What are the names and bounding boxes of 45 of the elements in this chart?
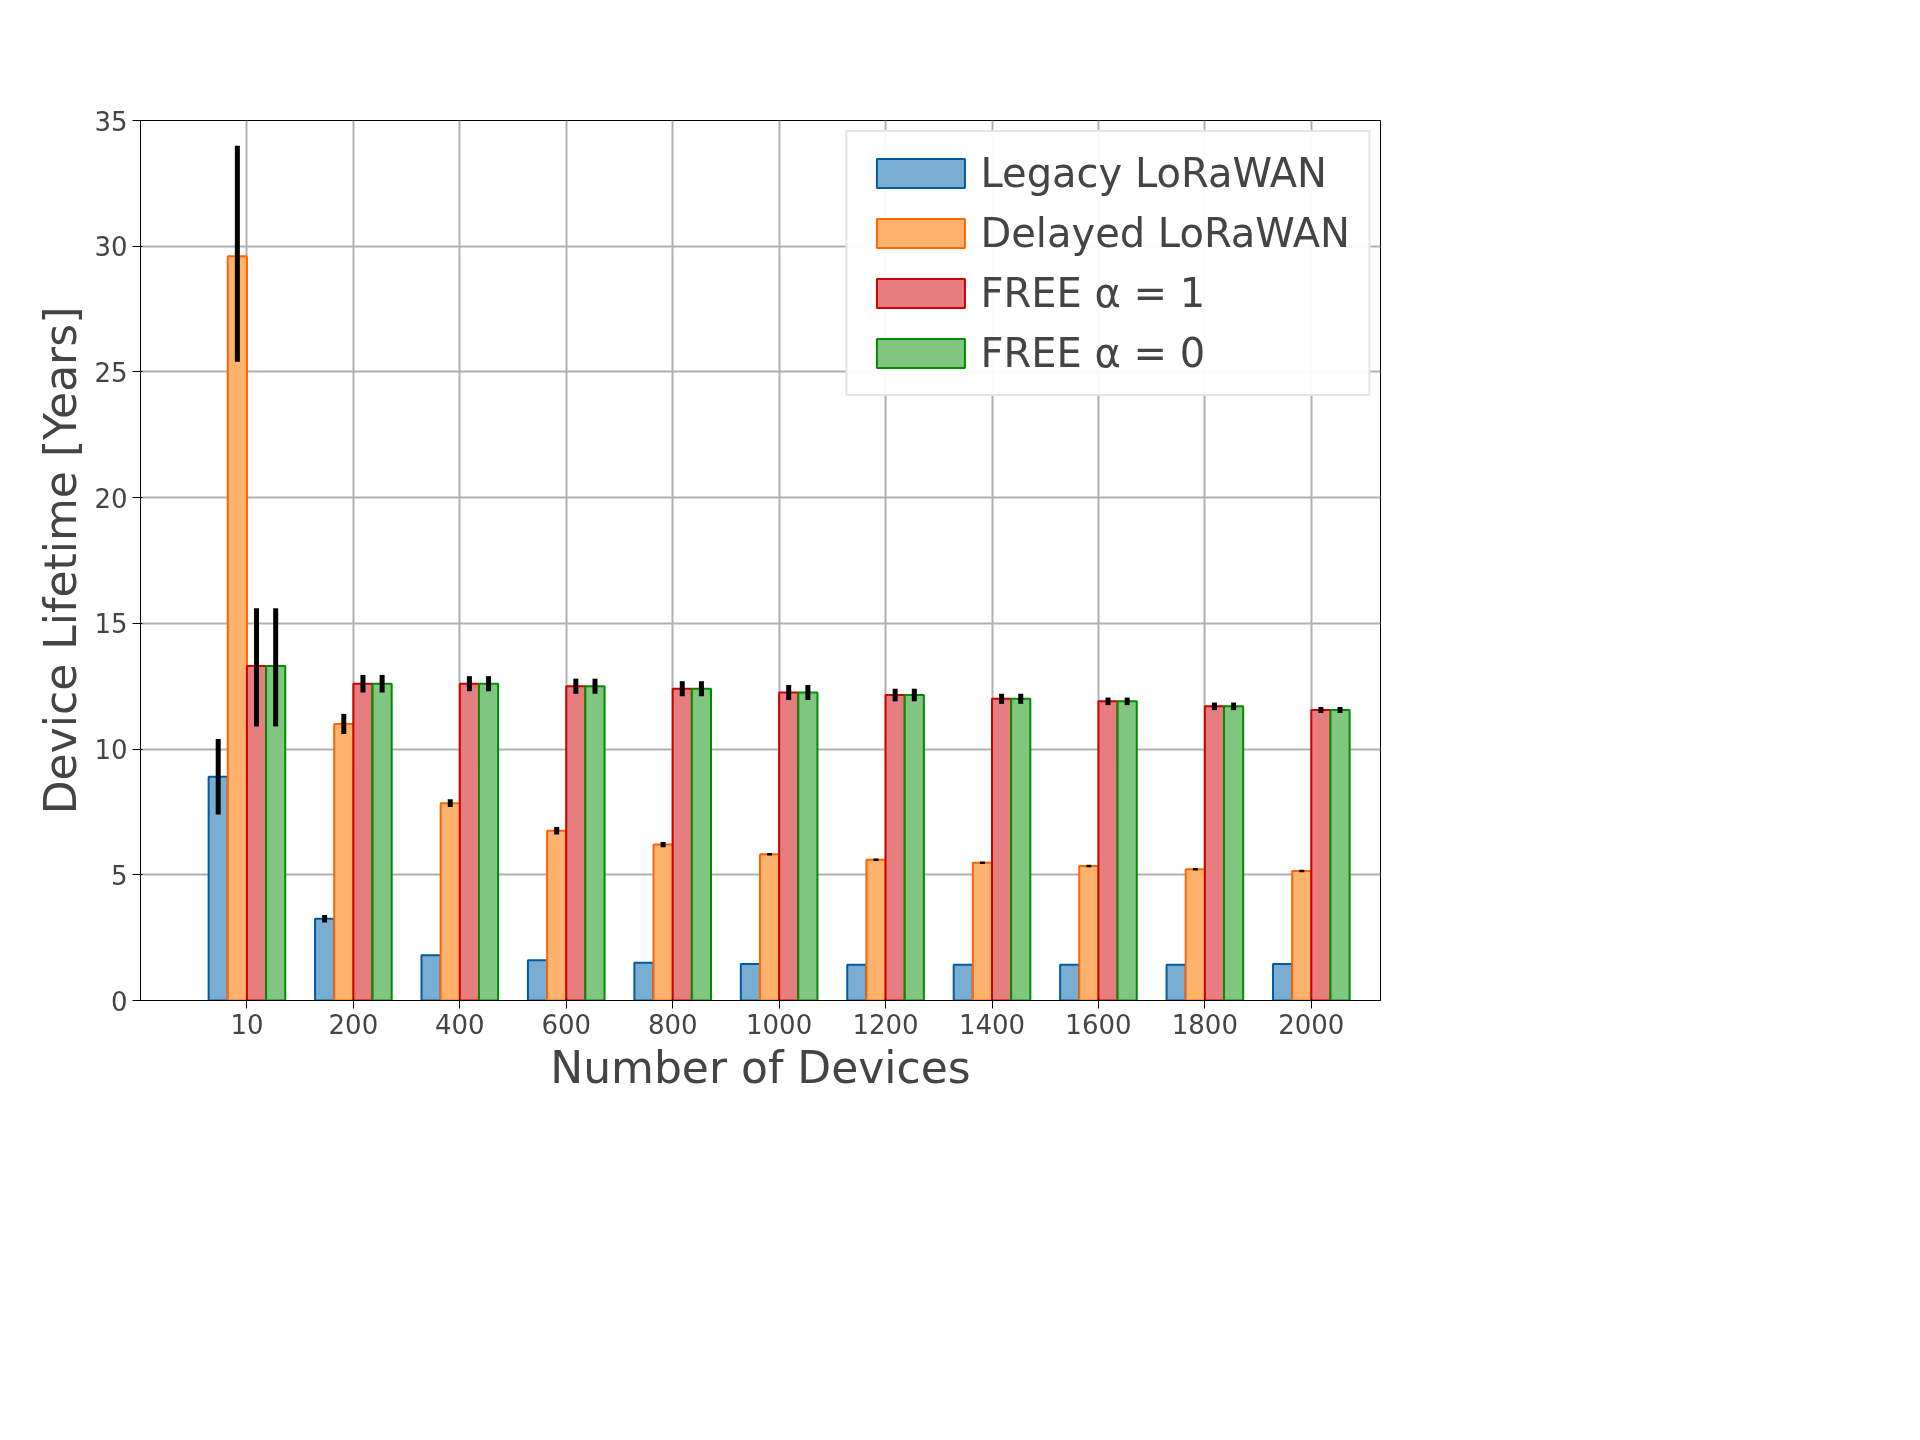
bar	[226, 255, 248, 1001]
x-tick-label: 800	[647, 1009, 698, 1040]
x-tick-label: 1800	[1171, 1009, 1238, 1040]
legend-label: FREE α = 1	[980, 270, 1206, 316]
y-tick-label: 10	[94, 735, 128, 766]
x-tick-label: 600	[541, 1009, 592, 1040]
bar	[971, 861, 993, 1001]
x-tick-label: 1400	[958, 1009, 1026, 1040]
legend-label: Delayed LoRaWAN	[980, 210, 1350, 256]
bar	[1223, 705, 1245, 1001]
y-tick-label: 35	[94, 106, 128, 137]
y-tick-label: 20	[94, 483, 128, 514]
legend-label: Legacy LoRaWAN	[980, 150, 1328, 196]
y-tick-label: 15	[94, 609, 128, 640]
legend-label: FREE α = 0	[980, 330, 1206, 376]
bar	[633, 961, 655, 1001]
bar	[265, 665, 287, 1001]
bar	[1329, 709, 1351, 1001]
bar	[690, 687, 713, 1001]
x-tick-label: 2000	[1278, 1009, 1345, 1040]
x-tick-label: 400	[435, 1009, 485, 1040]
bar	[584, 685, 606, 1001]
bar	[1097, 700, 1119, 1001]
bar	[1184, 868, 1206, 1001]
x-tick-label: 1600	[1065, 1009, 1132, 1040]
y-tick-label: 0	[110, 986, 128, 1017]
y-tick-label: 5	[110, 860, 128, 891]
x-tick-label: 200	[328, 1009, 379, 1040]
x-axis-title: Number of Devices	[550, 1041, 971, 1093]
bar	[352, 682, 374, 1001]
bar	[477, 682, 500, 1001]
x-tick-label: 10	[230, 1009, 264, 1040]
bar	[1116, 700, 1138, 1001]
y-tick-label: 30	[94, 232, 128, 263]
x-tick-label: 1200	[852, 1009, 919, 1040]
bar	[797, 691, 819, 1001]
bar	[526, 959, 549, 1001]
y-axis-title: Device Lifetime [Years]	[35, 306, 87, 815]
y-tick-label: 25	[94, 357, 128, 388]
bar	[903, 694, 925, 1001]
bar	[865, 858, 887, 1001]
bar	[1010, 697, 1032, 1001]
x-tick-label: 1000	[746, 1009, 813, 1040]
bar	[371, 682, 393, 1001]
bar	[420, 954, 442, 1001]
